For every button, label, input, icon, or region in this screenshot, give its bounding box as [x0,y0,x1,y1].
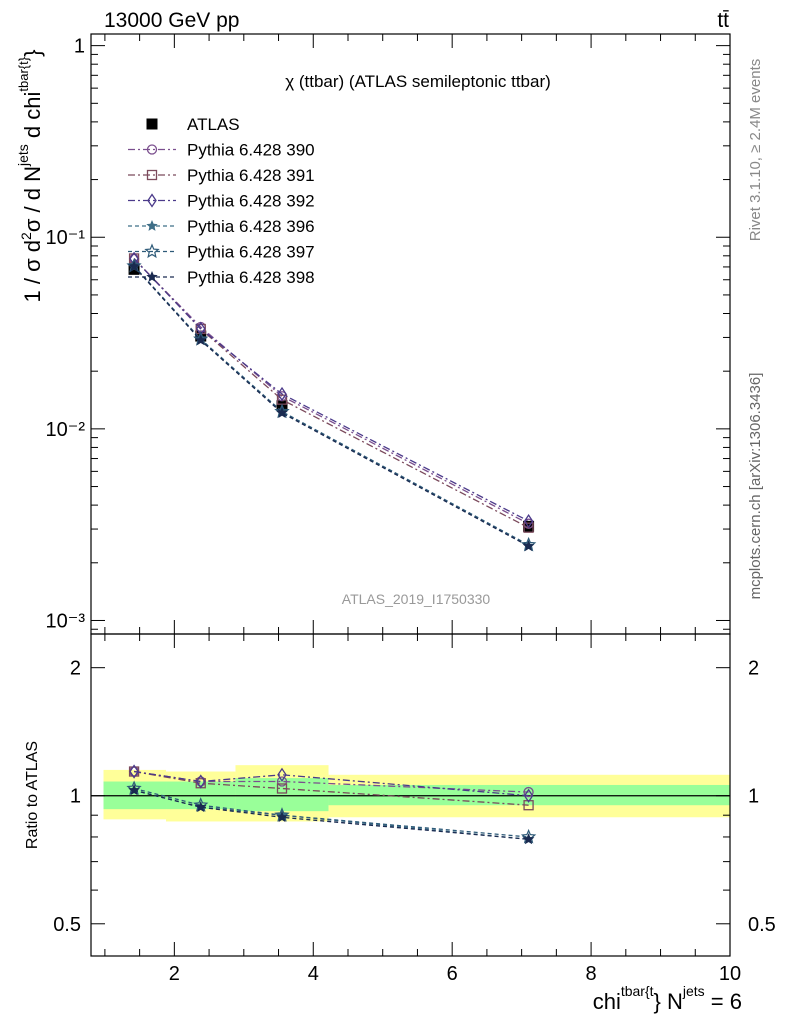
y-tick-label: 1 [74,36,85,58]
ratio-series-line [133,770,529,806]
ratio-y-tick-label: 0.5 [748,914,776,936]
data-point [195,801,207,812]
process-label: tt̄ [717,9,729,32]
data-point [195,774,206,789]
green-band [328,784,730,806]
series-line [133,265,529,547]
ratio-y-tick-label: 0.5 [53,914,81,936]
data-point [523,786,534,798]
data-point [128,260,140,272]
data-point [195,334,207,346]
ratio-y-axis-label: Ratio to ATLAS [24,741,41,849]
mcplots-label: mcplots.cern.ch [arXiv:1306.3436] [747,373,764,600]
energy-label: 13000 GeV pp [104,9,239,32]
ratio-uncertainty-bands [91,765,730,822]
legend-label: ATLAS [187,115,240,134]
data-point [146,271,158,282]
main-y-axis-label: 1 / σ d2σ / d Njets d chitbar{t}} [15,50,45,303]
data-point [276,776,288,787]
x-axis-label: chitbar{t} Njets = 6 [593,983,742,1014]
main-axes: 1 10⁻¹ 10⁻² 10⁻³ [46,34,731,634]
data-point [522,833,535,845]
data-point [523,788,534,803]
y-tick-label: 10⁻³ [46,610,86,632]
series-line [133,265,529,546]
series-line [133,258,529,522]
legend-label: Pythia 6.428 396 [187,217,315,236]
ratio-y-tick-label: 2 [748,658,759,680]
rivet-version-label: Rivet 3.1.10, ≥ 2.4M events [747,59,764,242]
ratio-series-line [133,789,529,840]
x-tick-label: 4 [308,963,319,985]
data-point [144,243,160,259]
ratio-panel: 2 4 6 8 10 2 2 1 1 0.5 0.5 [53,633,776,985]
data-point [523,513,534,529]
ratio-frame [90,633,731,957]
data-point [277,386,287,402]
ratio-y-tick-label: 1 [70,786,81,808]
main-panel: 1 10⁻¹ 10⁻² 10⁻³ χ (ttbar) (ATLAS semilepto… [46,33,731,635]
data-point [276,783,288,794]
x-tick-label: 6 [447,963,458,985]
x-tick-label: 2 [169,963,180,985]
data-point [129,764,139,779]
data-point [523,522,534,533]
x-tick-label: 8 [586,963,597,985]
data-point [146,220,158,231]
analysis-watermark: ATLAS_2019_I1750330 [342,591,491,607]
chart-title: χ (ttbar) (ATLAS semileptonic ttbar) [285,72,551,91]
legend-label: Pythia 6.428 390 [187,141,315,160]
data-point [147,193,157,208]
legend-label: Pythia 6.428 391 [187,166,315,185]
x-tick-label: 10 [719,963,741,985]
data-point [146,118,158,130]
main-series [126,251,537,552]
ratio-series-line [133,789,529,840]
svg-text:1 / σ d2σ / d Njets d chitbar{: 1 / σ d2σ / d Njets d chitbar{t}} [15,50,45,303]
ratio-series [126,764,537,845]
ratio-series-line [133,787,529,838]
y-tick-label: 10⁻² [46,419,86,441]
legend: ATLAS Pythia 6.428 390 Pythia 6.428 391 Pyt… [128,115,315,287]
data-point [522,540,535,552]
data-point [276,811,288,823]
series-line [133,258,529,525]
ratio-y-tick-label: 1 [748,786,759,808]
data-point [146,144,158,155]
data-point [128,784,140,796]
legend-label: Pythia 6.428 398 [187,268,315,287]
ratio-y-tick-label: 2 [70,658,81,680]
y-tick-label: 10⁻¹ [46,227,86,249]
data-point [146,169,158,181]
data-point [277,767,287,782]
legend-label: Pythia 6.428 392 [187,192,315,211]
series-line [133,258,529,529]
ratio-series-line [134,770,529,797]
data-point [276,407,288,418]
legend-label: Pythia 6.428 397 [187,243,315,262]
series-line [133,266,529,547]
